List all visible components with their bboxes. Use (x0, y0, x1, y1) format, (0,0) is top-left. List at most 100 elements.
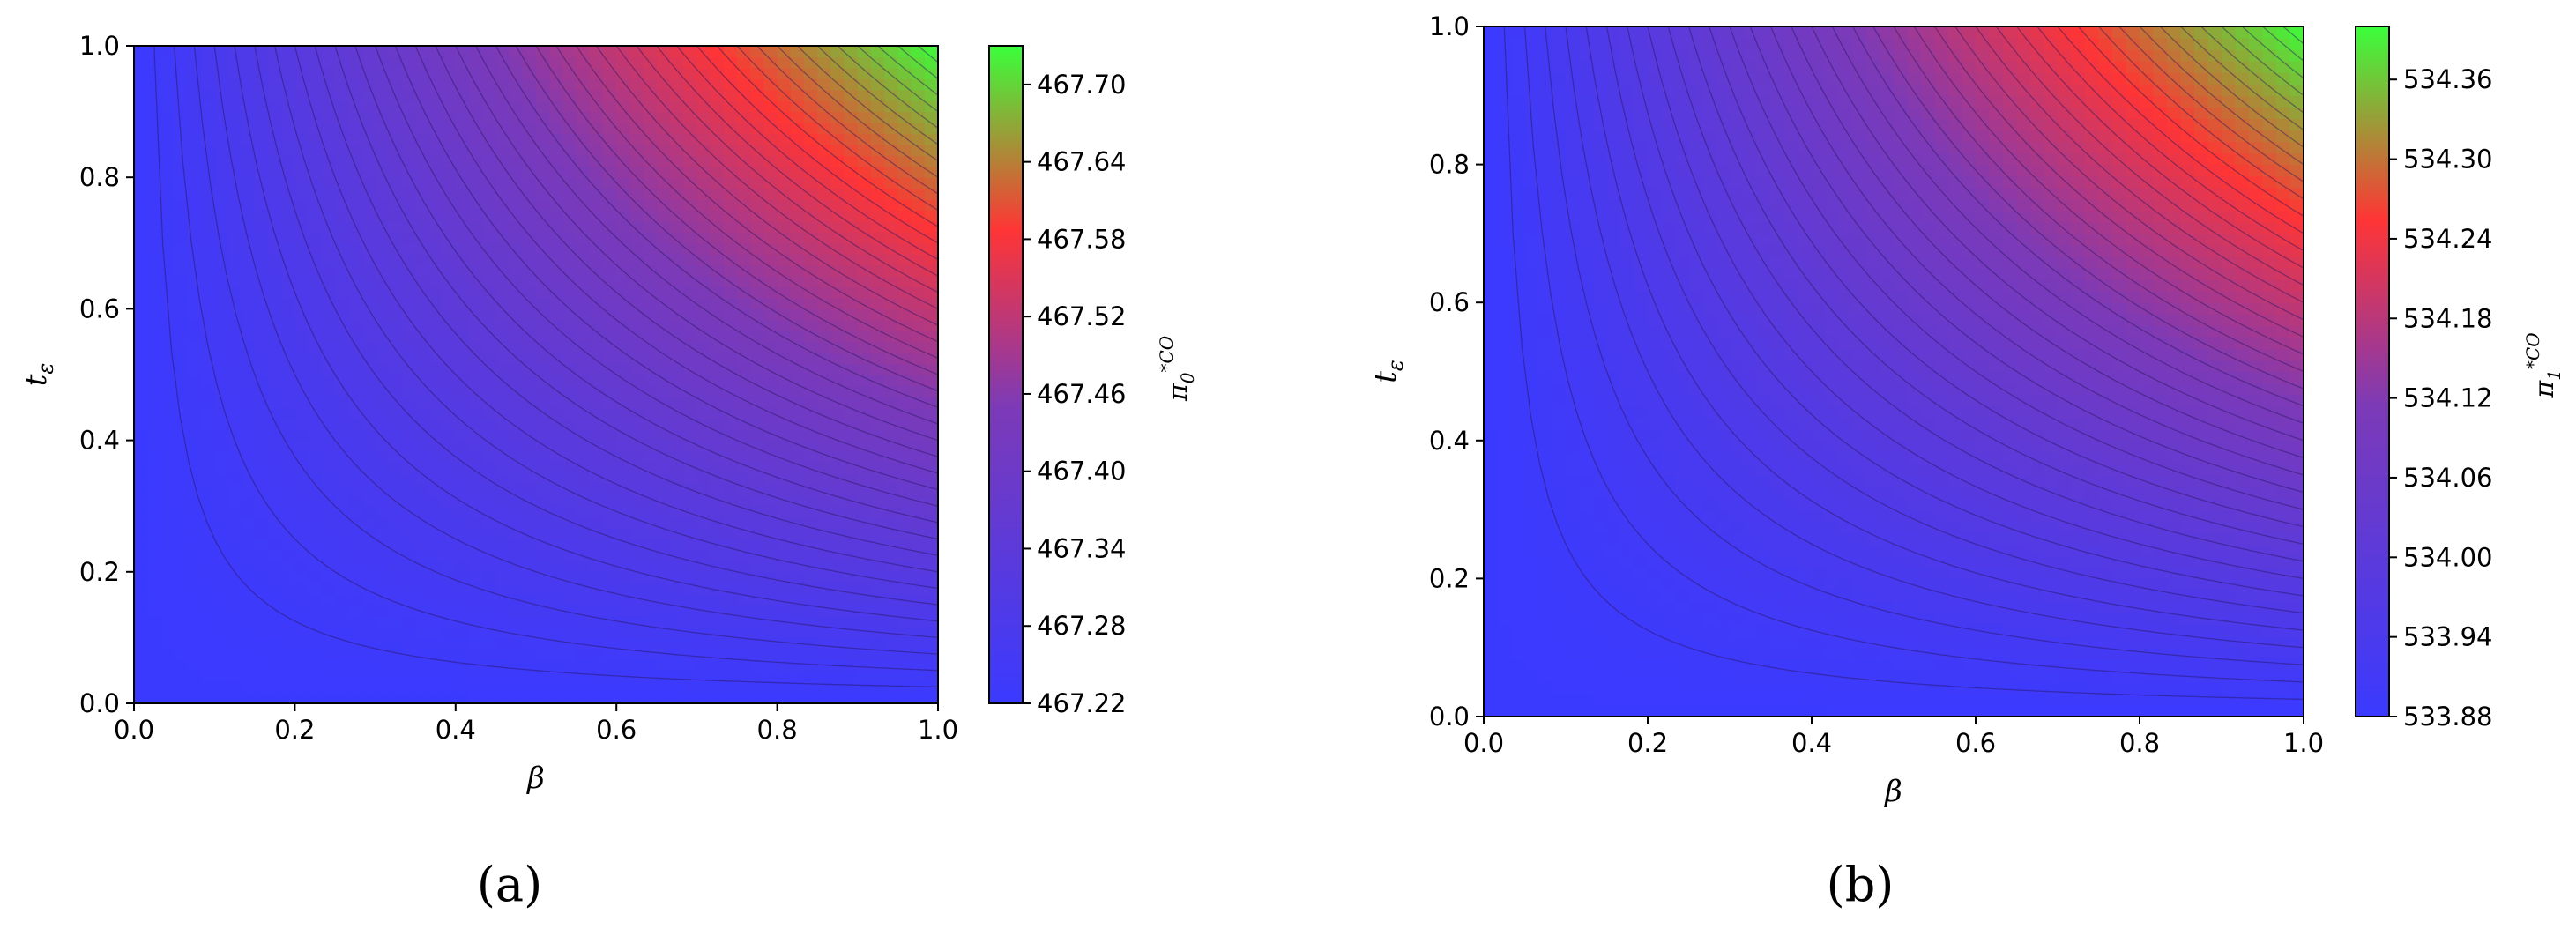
heat-cell (469, 649, 483, 660)
heat-cell (188, 637, 202, 649)
heat-cell (160, 429, 175, 441)
heat-cell (482, 616, 496, 628)
heat-cell (577, 528, 591, 539)
heat-cell (1607, 314, 1621, 326)
heat-cell (737, 659, 751, 671)
heat-cell (845, 594, 859, 606)
heat-cell (1702, 452, 1716, 464)
heat-cell (711, 659, 725, 671)
heat-cell (696, 528, 711, 539)
heat-cell (188, 671, 202, 682)
heat-cell (147, 539, 161, 551)
heat-cell (737, 627, 751, 638)
heat-cell (175, 320, 189, 331)
heat-cell (309, 594, 323, 606)
heat-cell (1484, 142, 1498, 154)
heat-cell (147, 199, 161, 211)
heat-cell (603, 627, 617, 638)
heat-cell (696, 429, 711, 441)
heat-cell (1511, 625, 1525, 637)
heat-cell (1484, 38, 1498, 50)
heat-cell (1771, 475, 1785, 487)
heat-cell (389, 528, 403, 539)
heat-cell (134, 637, 148, 649)
heat-cell (804, 473, 818, 485)
heat-cell (428, 419, 443, 430)
heat-cell (683, 331, 697, 342)
heat-cell (268, 539, 282, 551)
heat-cell (443, 451, 457, 463)
heat-cell (389, 681, 403, 693)
heat-cell (469, 298, 483, 309)
heat-cell (227, 616, 242, 628)
heat-cell (791, 308, 805, 320)
heat-cell (294, 484, 309, 495)
heat-cell (175, 594, 189, 606)
heat-cell (1757, 130, 1771, 142)
heat-cell (335, 484, 349, 495)
heat-cell (683, 320, 697, 331)
heat-cell (1675, 372, 1689, 384)
heat-cell (1702, 291, 1716, 303)
heat-cell (683, 659, 697, 671)
heat-cell (469, 265, 483, 277)
heat-cell (1511, 441, 1525, 453)
heat-cell (845, 484, 859, 495)
heat-cell (1566, 360, 1580, 372)
heat-cell (188, 189, 202, 200)
heat-cell (428, 199, 443, 211)
heat-cell (1580, 429, 1594, 442)
heat-cell (1634, 118, 1649, 130)
heat-cell (1484, 302, 1498, 315)
heat-cell (415, 441, 429, 452)
heat-cell (227, 539, 242, 551)
heat-cell (644, 298, 658, 309)
heat-cell (925, 473, 939, 485)
heat-cell (590, 539, 604, 551)
heat-cell (1566, 245, 1580, 257)
heat-cell (897, 484, 912, 495)
heat-cell (562, 167, 577, 178)
heat-cell (402, 243, 416, 255)
heat-cell (510, 56, 524, 68)
heat-cell (1525, 509, 1539, 522)
heat-cell (590, 659, 604, 671)
heat-cell (456, 46, 470, 57)
heat-cell (1662, 590, 1676, 602)
heat-cell (629, 681, 644, 693)
heat-cell (683, 276, 697, 287)
heat-cell (268, 276, 282, 287)
heat-cell (1593, 142, 1607, 154)
heat-cell (281, 243, 295, 255)
heat-cell (1634, 268, 1649, 280)
heat-cell (389, 451, 403, 463)
heat-cell (590, 550, 604, 561)
heat-cell (1511, 464, 1525, 476)
heat-cell (1757, 487, 1771, 499)
heat-cell (1580, 694, 1594, 706)
heat-cell (1525, 429, 1539, 442)
heat-cell (1662, 222, 1676, 234)
heat-cell (1607, 452, 1621, 464)
heat-cell (201, 528, 215, 539)
heat-cell (428, 473, 443, 485)
heat-cell (1511, 130, 1525, 142)
heat-cell (1675, 302, 1689, 315)
heat-cell (1566, 142, 1580, 154)
y-tick-label: 0.4 (79, 426, 120, 456)
heat-cell (415, 254, 429, 265)
heat-cell (134, 189, 148, 200)
heat-cell (1702, 509, 1716, 522)
heat-cell (670, 397, 684, 408)
heat-cell (415, 221, 429, 233)
heat-cell (629, 276, 644, 287)
heat-cell (1498, 567, 1512, 579)
heat-cell (322, 123, 336, 134)
heat-cell (469, 90, 483, 101)
heat-cell (629, 506, 644, 517)
heat-cell (242, 78, 256, 90)
heat-cell (134, 56, 148, 68)
heat-cell (683, 681, 697, 693)
colorbar-a (989, 46, 1023, 703)
